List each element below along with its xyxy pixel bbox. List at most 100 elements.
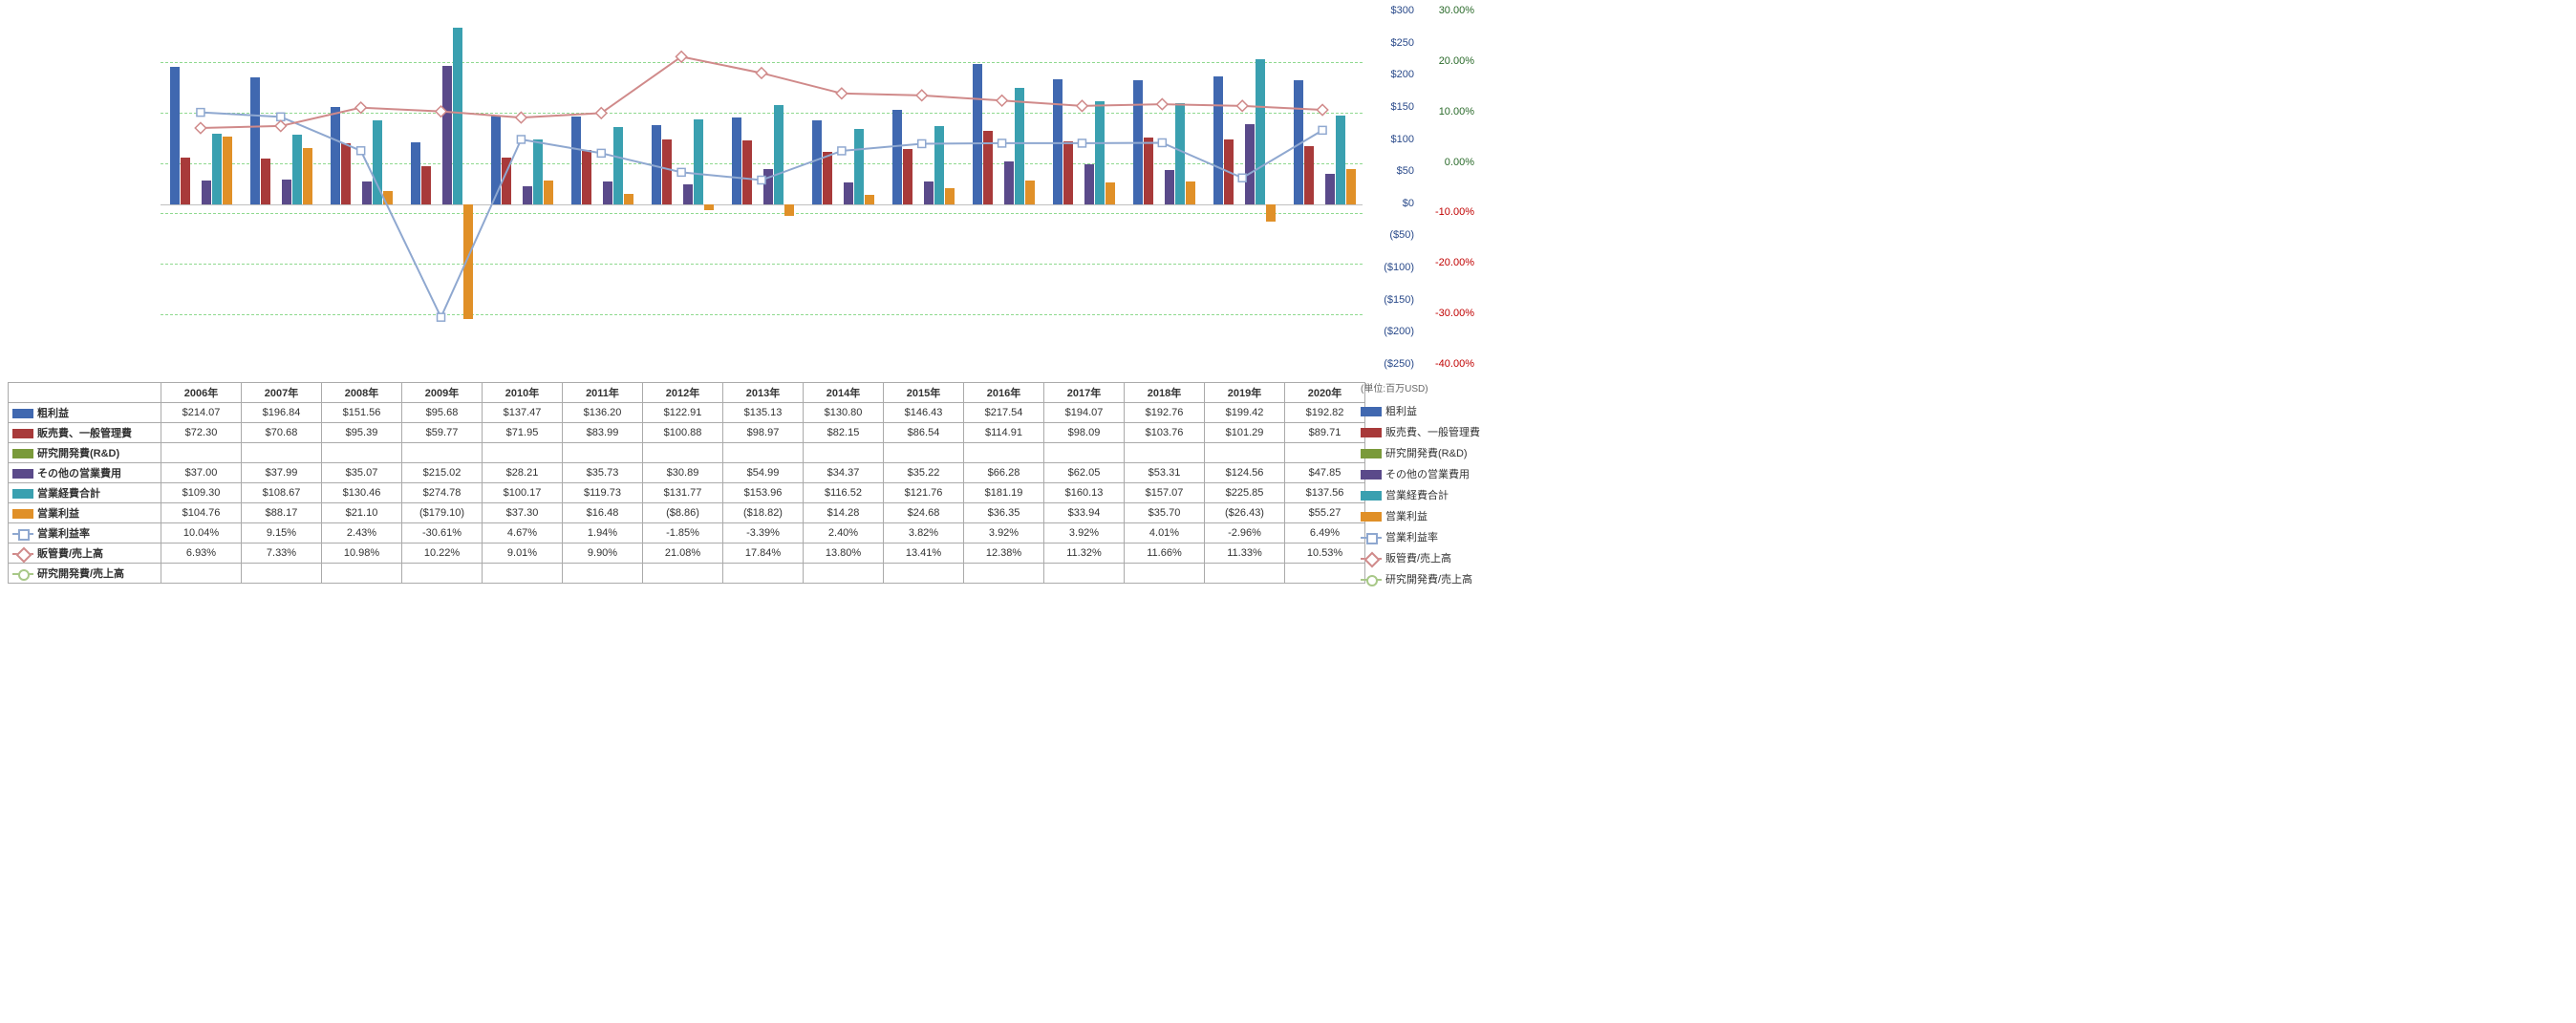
row-header-otherOp: その他の営業費用 <box>9 463 161 483</box>
year-header: 2008年 <box>322 383 402 403</box>
cell: 12.38% <box>964 543 1044 564</box>
cell <box>1285 564 1365 584</box>
cell: $101.29 <box>1205 423 1285 443</box>
cell: -1.85% <box>643 523 723 543</box>
data-table: 2006年2007年2008年2009年2010年2011年2012年2013年… <box>8 382 1365 584</box>
y-axis-right-percent: -40.00%-30.00%-20.00%-10.00%0.00%10.00%2… <box>1417 11 1474 379</box>
cell: $146.43 <box>884 403 964 423</box>
cell: $33.94 <box>1044 503 1125 523</box>
cell: $54.99 <box>723 463 804 483</box>
cell: 17.84% <box>723 543 804 564</box>
cell <box>483 443 563 463</box>
cell: $88.17 <box>242 503 322 523</box>
cell: $30.89 <box>643 463 723 483</box>
cell <box>563 564 643 584</box>
cell: 10.22% <box>402 543 483 564</box>
cell <box>161 564 242 584</box>
cell <box>242 564 322 584</box>
row-header-opIncome: 営業利益 <box>9 503 161 523</box>
cell <box>402 564 483 584</box>
cell: $72.30 <box>161 423 242 443</box>
cell: 10.98% <box>322 543 402 564</box>
series-label: 販管費/売上高 <box>37 548 103 560</box>
cell: $135.13 <box>723 403 804 423</box>
cell <box>1205 443 1285 463</box>
cell <box>402 443 483 463</box>
cell: $28.21 <box>483 463 563 483</box>
cell: $217.54 <box>964 403 1044 423</box>
cell: 10.53% <box>1285 543 1365 564</box>
series-label: その他の営業費用 <box>37 468 121 480</box>
cell <box>723 443 804 463</box>
legend-item-otherOp: その他の営業費用 <box>1361 464 1480 485</box>
cell: $66.28 <box>964 463 1044 483</box>
row-header-rnd: 研究開発費(R&D) <box>9 443 161 463</box>
series-label: 販売費、一般管理費 <box>37 428 132 439</box>
y-axis-left-dollar: ($250)($200)($150)($100)($50)$0$50$100$1… <box>1364 11 1414 379</box>
cell: $83.99 <box>563 423 643 443</box>
cell: $37.00 <box>161 463 242 483</box>
cell: $192.76 <box>1125 403 1205 423</box>
cell: $55.27 <box>1285 503 1365 523</box>
cell: $37.30 <box>483 503 563 523</box>
cell <box>1125 443 1205 463</box>
year-header: 2016年 <box>964 383 1044 403</box>
cell: $70.68 <box>242 423 322 443</box>
cell: $196.84 <box>242 403 322 423</box>
year-header: 2010年 <box>483 383 563 403</box>
year-header: 2012年 <box>643 383 723 403</box>
cell: 13.41% <box>884 543 964 564</box>
cell: $37.99 <box>242 463 322 483</box>
cell <box>1125 564 1205 584</box>
cell: $82.15 <box>804 423 884 443</box>
cell: $62.05 <box>1044 463 1125 483</box>
unit-label: (単位:百万USD) <box>1361 380 1428 394</box>
row-header-sgaRatio: 販管費/売上高 <box>9 543 161 564</box>
legend-item-rnd: 研究開発費(R&D) <box>1361 443 1480 464</box>
cell: $103.76 <box>1125 423 1205 443</box>
year-header: 2018年 <box>1125 383 1205 403</box>
cell: $95.39 <box>322 423 402 443</box>
row-header-opExpTotal: 営業経費合計 <box>9 483 161 503</box>
cell <box>643 443 723 463</box>
cell: 6.93% <box>161 543 242 564</box>
year-header: 2007年 <box>242 383 322 403</box>
legend-item-opIncome: 営業利益 <box>1361 506 1480 527</box>
cell: $100.88 <box>643 423 723 443</box>
series-label: 研究開発費(R&D) <box>37 448 119 459</box>
cell: $109.30 <box>161 483 242 503</box>
legend-item-sga: 販売費、一般管理費 <box>1361 422 1480 443</box>
cell <box>723 564 804 584</box>
row-header-grossProfit: 粗利益 <box>9 403 161 423</box>
cell: $116.52 <box>804 483 884 503</box>
cell: $131.77 <box>643 483 723 503</box>
series-label: 粗利益 <box>37 408 69 419</box>
cell: $130.80 <box>804 403 884 423</box>
cell <box>1044 564 1125 584</box>
cell: $160.13 <box>1044 483 1125 503</box>
cell: $119.73 <box>563 483 643 503</box>
cell: $153.96 <box>723 483 804 503</box>
cell: 11.66% <box>1125 543 1205 564</box>
cell: 7.33% <box>242 543 322 564</box>
year-header: 2019年 <box>1205 383 1285 403</box>
cell: $59.77 <box>402 423 483 443</box>
cell: 9.01% <box>483 543 563 564</box>
cell <box>884 564 964 584</box>
cell: $121.76 <box>884 483 964 503</box>
cell: 9.90% <box>563 543 643 564</box>
cell: 3.82% <box>884 523 964 543</box>
cell: $71.95 <box>483 423 563 443</box>
cell: $89.71 <box>1285 423 1365 443</box>
cell <box>322 443 402 463</box>
cell: $47.85 <box>1285 463 1365 483</box>
year-header: 2014年 <box>804 383 884 403</box>
cell: 6.49% <box>1285 523 1365 543</box>
cell: $108.67 <box>242 483 322 503</box>
year-header: 2011年 <box>563 383 643 403</box>
cell: $35.07 <box>322 463 402 483</box>
cell: $215.02 <box>402 463 483 483</box>
legend-right: 粗利益販売費、一般管理費研究開発費(R&D)その他の営業費用営業経費合計営業利益… <box>1361 401 1480 590</box>
cell <box>964 443 1044 463</box>
year-header: 2013年 <box>723 383 804 403</box>
